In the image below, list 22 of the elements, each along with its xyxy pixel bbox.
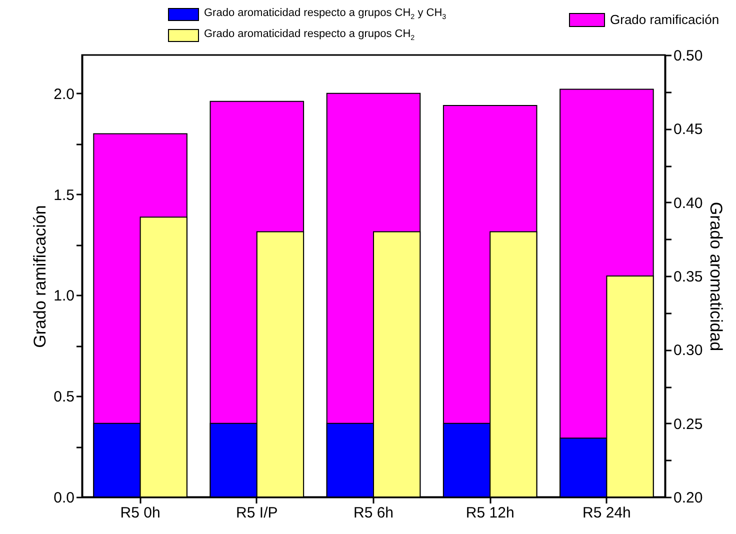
legend-label: Grado ramificación (610, 12, 720, 27)
y2-tick-label: 0.30 (674, 342, 703, 360)
y2-tick-label: 0.40 (674, 194, 703, 212)
x-tick-label: R5 I/P (236, 504, 278, 522)
x-tick-label: R5 24h (582, 504, 631, 522)
y-tick-label: 2.0 (54, 86, 74, 103)
y-tick-label: 0.5 (54, 388, 74, 406)
y2-tick-label: 0.45 (674, 121, 703, 138)
y2-tick-label: 0.50 (674, 48, 703, 64)
legend-label: Grado aromaticidad respecto a grupos CH$_{2}$ (204, 28, 415, 42)
legend-label: Grado aromaticidad respecto a grupos CH$_{2}$ y CH$_{3}$ (204, 7, 446, 22)
y-axis-title: Grado ramificación (30, 205, 50, 348)
y2-tick-label: 0.35 (674, 268, 703, 286)
y2-tick-label: 0.25 (674, 416, 703, 433)
y2-tick-label: 0.20 (674, 490, 703, 506)
y-tick-label: 1.0 (54, 288, 74, 305)
x-tick-label: R5 6h (353, 504, 394, 522)
y2-axis-title: Grado aromaticidad (706, 202, 726, 352)
y-tick-label: 1.5 (54, 186, 74, 204)
y-tick-label: 0.0 (54, 490, 74, 506)
x-tick-label: R5 12h (466, 504, 514, 522)
x-tick-label: R5 0h (120, 504, 160, 522)
